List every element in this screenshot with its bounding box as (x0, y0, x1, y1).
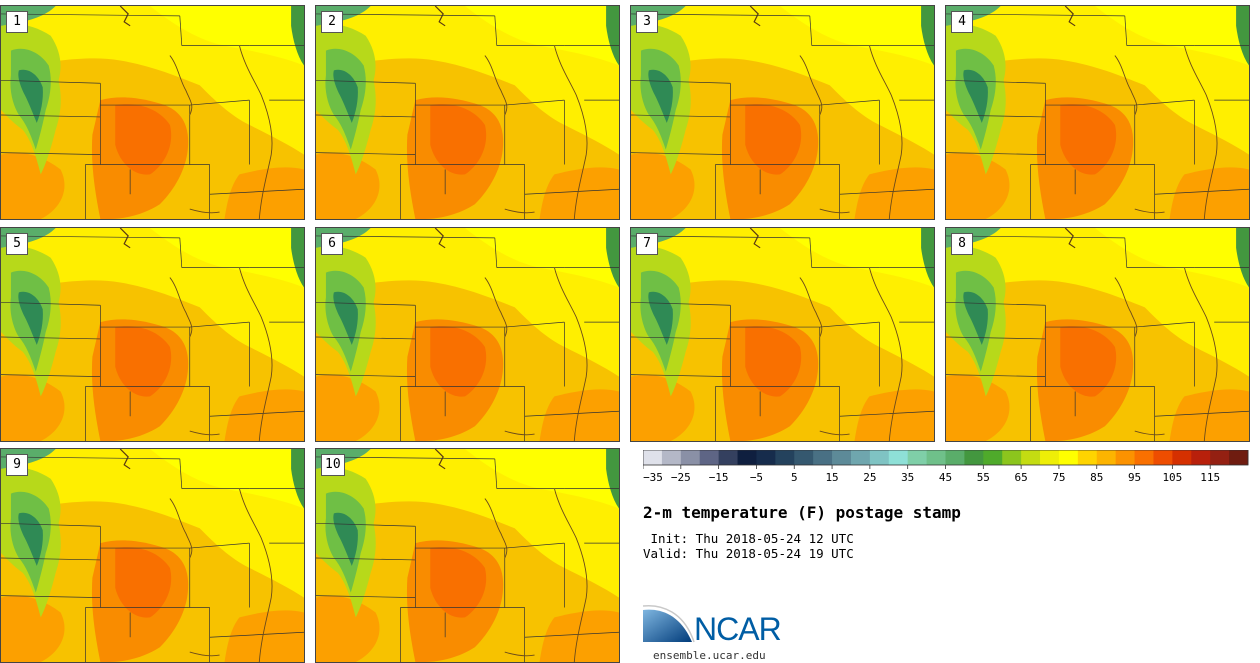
colorbar-cell (1096, 450, 1117, 465)
temperature-map (316, 228, 619, 441)
colorbar-tick-label: 15 (825, 471, 838, 484)
member-panel-8: 8 (945, 227, 1250, 442)
ncar-logo: NCAR (642, 604, 782, 647)
colorbar-cell (1115, 450, 1135, 465)
colorbar-cell (1002, 450, 1022, 465)
member-panel-9: 9 (0, 448, 305, 663)
valid-time: Valid: Thu 2018-05-24 19 UTC (643, 546, 854, 561)
colorbar-tick-label: 5 (791, 471, 798, 484)
member-label: 4 (951, 11, 973, 33)
member-label: 8 (951, 233, 973, 255)
colorbar-cell (643, 450, 663, 465)
colorbar-cell (1134, 450, 1154, 465)
colorbar-cell (1191, 450, 1211, 465)
member-label: 6 (321, 233, 343, 255)
colorbar-tick-label: 75 (1052, 471, 1065, 484)
member-label: 9 (6, 454, 28, 476)
colorbar-cell (699, 450, 720, 465)
init-time: Init: Thu 2018-05-24 12 UTC (643, 531, 854, 546)
ensemble-url: ensemble.ucar.edu (653, 649, 766, 662)
member-panel-10: 10 (315, 448, 620, 663)
colorbar-tick-label: 115 (1200, 471, 1220, 484)
colorbar-cell (907, 450, 927, 465)
colorbar-cell (1153, 450, 1173, 465)
colorbar-tick-label: 45 (939, 471, 952, 484)
colorbar-tick-label: 95 (1128, 471, 1141, 484)
colorbar-tick-label: −25 (671, 471, 691, 484)
member-label: 5 (6, 233, 28, 255)
temperature-map (946, 6, 1249, 219)
member-label: 7 (636, 233, 658, 255)
colorbar-tick-label: 85 (1090, 471, 1103, 484)
member-panel-4: 4 (945, 5, 1250, 220)
member-label: 3 (636, 11, 658, 33)
colorbar-cell (832, 450, 852, 465)
colorbar-tick-label: 35 (901, 471, 914, 484)
colorbar-cell (1229, 450, 1249, 465)
colorbar-cell (926, 450, 946, 465)
colorbar-cell (1172, 450, 1192, 465)
colorbar-cell (661, 450, 682, 465)
chart-title: 2-m temperature (F) postage stamp (643, 503, 961, 522)
temperature-map (1, 6, 304, 219)
temperature-map (946, 228, 1249, 441)
member-label: 10 (321, 454, 345, 476)
colorbar-tick-label: 105 (1162, 471, 1182, 484)
colorbar-cell (1021, 450, 1041, 465)
colorbar-cell (756, 450, 776, 465)
temperature-map (631, 228, 934, 441)
member-panel-6: 6 (315, 227, 620, 442)
colorbar-tick-label: 25 (863, 471, 876, 484)
member-panel-7: 7 (630, 227, 935, 442)
colorbar-cell (945, 450, 965, 465)
colorbar-cell (983, 450, 1003, 465)
colorbar-cell (794, 450, 814, 465)
colorbar-cell (888, 450, 909, 465)
temperature-map (631, 6, 934, 219)
member-panel-5: 5 (0, 227, 305, 442)
member-panel-3: 3 (630, 5, 935, 220)
temperature-map (316, 449, 619, 662)
member-label: 1 (6, 11, 28, 33)
temperature-colorbar: −35 −25 −15 −5 5 15 25 35 45 55 65 75 85 95 105 115 (643, 450, 1249, 484)
colorbar-tick-label: −15 (709, 471, 729, 484)
colorbar-cell (813, 450, 833, 465)
colorbar-cell (964, 450, 984, 465)
temperature-map (1, 228, 304, 441)
temperature-map (1, 449, 304, 662)
colorbar-tick-label: −35 (643, 471, 663, 484)
colorbar-cell (869, 450, 890, 465)
colorbar-cell (850, 450, 871, 465)
member-panel-1: 1 (0, 5, 305, 220)
colorbar-tick-label: 55 (977, 471, 990, 484)
member-panel-2: 2 (315, 5, 620, 220)
colorbar-cell (775, 450, 795, 465)
colorbar-cell (737, 450, 757, 465)
temperature-map (316, 6, 619, 219)
colorbar-tick-label: 65 (1015, 471, 1028, 484)
colorbar-cell (1077, 450, 1098, 465)
colorbar-cell (1210, 450, 1230, 465)
colorbar-tick-label: −5 (750, 471, 763, 484)
member-label: 2 (321, 11, 343, 33)
colorbar-cell (1058, 450, 1079, 465)
ncar-logo-text: NCAR (694, 611, 781, 647)
colorbar-cell (680, 450, 701, 465)
colorbar-cell (718, 450, 738, 465)
colorbar-cell (1040, 450, 1060, 465)
